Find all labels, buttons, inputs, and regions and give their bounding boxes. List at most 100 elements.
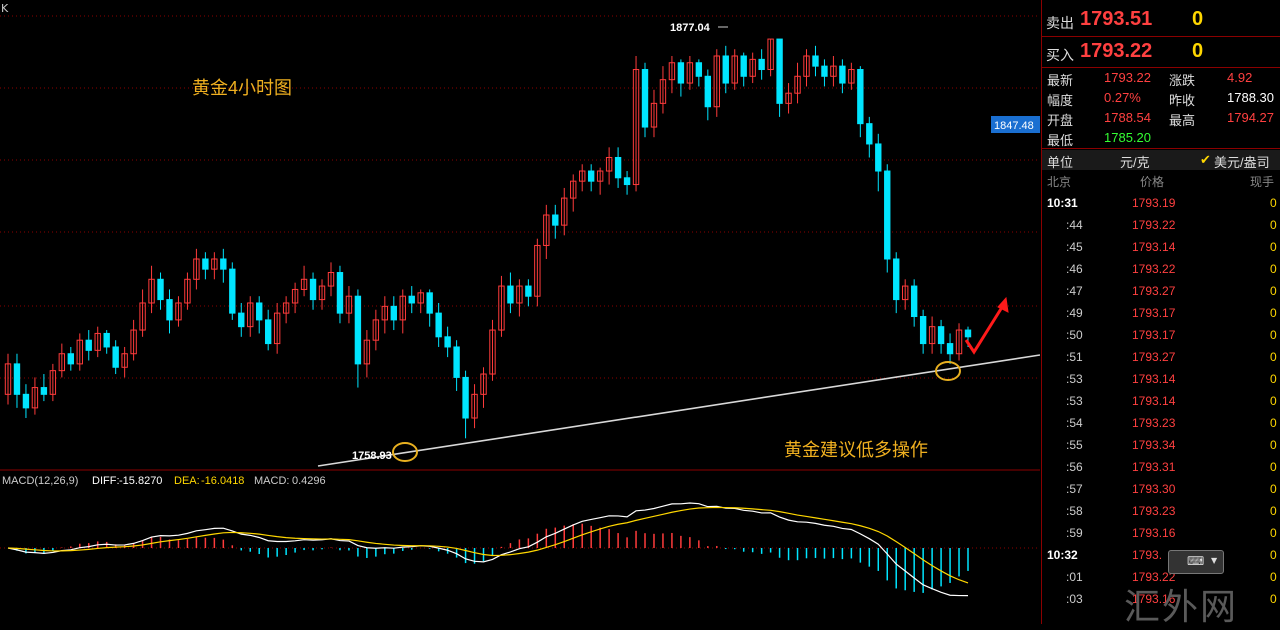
macd-dea-label: DEA: — [174, 475, 200, 487]
tick-volume: 0 — [1270, 394, 1277, 408]
macd-diff-value: -15.8270 — [119, 475, 162, 487]
candle-up — [659, 79, 667, 104]
tick-price: 1793.31 — [1132, 460, 1176, 474]
candle-up — [381, 305, 389, 321]
candle-up — [399, 295, 406, 321]
candle-up — [318, 285, 326, 301]
sell-price: 1793.51 — [1080, 8, 1153, 30]
tick-price: 1793.14 — [1132, 372, 1176, 386]
candle-up — [282, 302, 290, 314]
candle-up — [300, 278, 308, 290]
tick-row[interactable]: :50 1793.17 0 — [1042, 326, 1280, 346]
tick-row[interactable]: :49 1793.17 0 — [1042, 304, 1280, 324]
candle-up — [130, 329, 137, 355]
tick-row[interactable]: :54 1793.23 0 — [1042, 414, 1280, 434]
candle-up — [785, 92, 792, 104]
tick-row[interactable]: :46 1793.22 0 — [1042, 260, 1280, 280]
candle-down — [426, 292, 433, 314]
sell-row: 卖出 1793.51 0 — [1042, 6, 1280, 36]
candle-up — [76, 339, 83, 365]
tick-row[interactable]: 10:31 1793.19 0 — [1042, 194, 1280, 214]
macd-hist-value: 0.4296 — [292, 475, 326, 487]
tick-row[interactable]: :55 1793.34 0 — [1042, 436, 1280, 456]
tick-price: 1793.22 — [1132, 570, 1176, 584]
unit-row[interactable]: 单位 元/克 ✔ 美元/盎司 — [1042, 150, 1280, 170]
tick-row[interactable]: :56 1793.31 0 — [1042, 458, 1280, 478]
candle-down — [507, 285, 514, 304]
candle-down — [866, 123, 873, 145]
candle-up — [148, 278, 155, 304]
tick-row[interactable]: :01 1793.22 0 — [1042, 568, 1280, 588]
tick-row[interactable]: :51 1793.27 0 — [1042, 348, 1280, 368]
tick-row[interactable]: :47 1793.27 0 — [1042, 282, 1280, 302]
candle-up — [31, 387, 39, 409]
candle-down — [937, 326, 945, 345]
tick-row[interactable]: :53 1793.14 0 — [1042, 392, 1280, 412]
tick-row[interactable]: :45 1793.14 0 — [1042, 238, 1280, 258]
macd-dea-value: -16.0418 — [201, 475, 244, 487]
candle-up — [749, 58, 756, 77]
candle-down — [336, 272, 344, 314]
unit-value[interactable]: 元/克 — [1120, 155, 1150, 170]
candle-down — [166, 299, 173, 321]
buy-volume: 0 — [1192, 40, 1204, 62]
candle-down — [695, 62, 703, 77]
candle-up — [345, 295, 353, 314]
candle-down — [525, 285, 532, 297]
keyboard-button[interactable]: ⌨ ▼ — [1168, 550, 1224, 574]
low-label: 1758.93 — [352, 450, 392, 462]
candle-down — [623, 177, 631, 186]
stat-label: 昨收 — [1169, 93, 1196, 108]
tick-time: :59 — [1066, 526, 1083, 540]
candle-down — [884, 170, 891, 260]
chevron-down-icon: ▼ — [1211, 556, 1218, 565]
tick-row[interactable]: 10:32 1793. 0 — [1042, 546, 1280, 566]
tick-volume: 0 — [1270, 196, 1277, 210]
tick-price: 1793.14 — [1132, 240, 1176, 254]
tick-time: :45 — [1066, 240, 1083, 254]
candle-down — [758, 58, 765, 71]
candle-up — [650, 102, 658, 128]
candle-down — [722, 55, 729, 84]
tick-time: :57 — [1066, 482, 1083, 496]
candle-down — [390, 305, 397, 321]
candle-up — [605, 156, 613, 172]
tick-time: :53 — [1066, 372, 1083, 386]
candle-up — [58, 353, 66, 372]
tick-row[interactable]: :59 1793.16 0 — [1042, 524, 1280, 544]
tick-price: 1793.22 — [1132, 218, 1176, 232]
candle-up — [184, 278, 191, 304]
candle-down — [462, 376, 469, 419]
candle-up — [534, 244, 541, 297]
tick-row[interactable]: :57 1793.30 0 — [1042, 480, 1280, 500]
tick-row[interactable]: :58 1793.23 0 — [1042, 502, 1280, 522]
tick-time: :46 — [1066, 262, 1083, 276]
candle-down — [408, 295, 415, 304]
tick-row[interactable]: :53 1793.14 0 — [1042, 370, 1280, 390]
candle-up — [211, 258, 218, 270]
candle-down — [587, 170, 595, 182]
candle-down — [614, 156, 622, 179]
candle-down — [354, 295, 362, 365]
quote-panel: 卖出 1793.51 0 买入 1793.22 0 最新 1793.22 涨跌 4.9… — [1041, 0, 1280, 624]
unit-alt[interactable]: 美元/盎司 — [1214, 155, 1270, 170]
watermark: 汇外网 — [1124, 587, 1239, 628]
check-icon: ✔ — [1200, 152, 1211, 167]
kline-chart-area[interactable]: K 黄金4小时图 黄金建议低多操作 1877.04 1758.93 1847.48 MAC… — [0, 0, 1040, 624]
tick-time: :54 — [1066, 416, 1083, 430]
candle-down — [435, 312, 442, 338]
tick-row[interactable]: :03 1793.16 0 — [1042, 590, 1280, 610]
tick-row[interactable]: :44 1793.22 0 — [1042, 216, 1280, 236]
tick-time: :01 — [1066, 570, 1083, 584]
stat-label: 开盘 — [1047, 113, 1074, 128]
candle-down — [910, 285, 918, 318]
tick-time: :58 — [1066, 504, 1083, 518]
candle-up — [928, 326, 936, 345]
candle-up — [121, 353, 128, 368]
candle-up — [471, 393, 478, 419]
candle-down — [13, 363, 21, 395]
tick-price: 1793.14 — [1132, 394, 1176, 408]
tick-volume: 0 — [1270, 262, 1277, 276]
unit-label: 单位 — [1047, 155, 1074, 170]
